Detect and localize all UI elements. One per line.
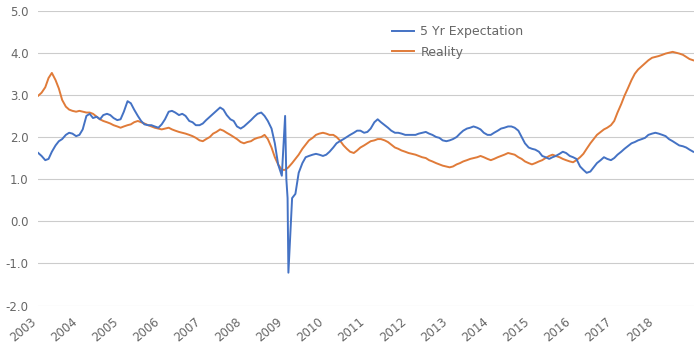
- 5 Yr Expectation: [96, 117, 104, 121]
- Reality: [309, 136, 317, 140]
- 5 Yr Expectation: [377, 120, 385, 124]
- 5 Yr Expectation: [566, 154, 574, 158]
- Reality: [34, 93, 43, 98]
- Reality: [113, 124, 122, 128]
- Line: Reality: Reality: [38, 52, 693, 170]
- Reality: [449, 164, 457, 169]
- 5 Yr Expectation: [689, 150, 697, 154]
- 5 Yr Expectation: [175, 113, 183, 117]
- 5 Yr Expectation: [346, 133, 354, 137]
- Reality: [367, 139, 375, 143]
- Reality: [689, 58, 697, 62]
- Line: 5 Yr Expectation: 5 Yr Expectation: [38, 101, 693, 273]
- 5 Yr Expectation: [545, 157, 554, 161]
- 5 Yr Expectation: [284, 271, 293, 275]
- 5 Yr Expectation: [34, 151, 43, 155]
- Reality: [302, 142, 310, 147]
- Reality: [412, 153, 420, 157]
- Legend: 5 Yr Expectation, Reality: 5 Yr Expectation, Reality: [389, 23, 526, 61]
- 5 Yr Expectation: [123, 99, 132, 103]
- Reality: [278, 168, 286, 172]
- Reality: [668, 50, 677, 54]
